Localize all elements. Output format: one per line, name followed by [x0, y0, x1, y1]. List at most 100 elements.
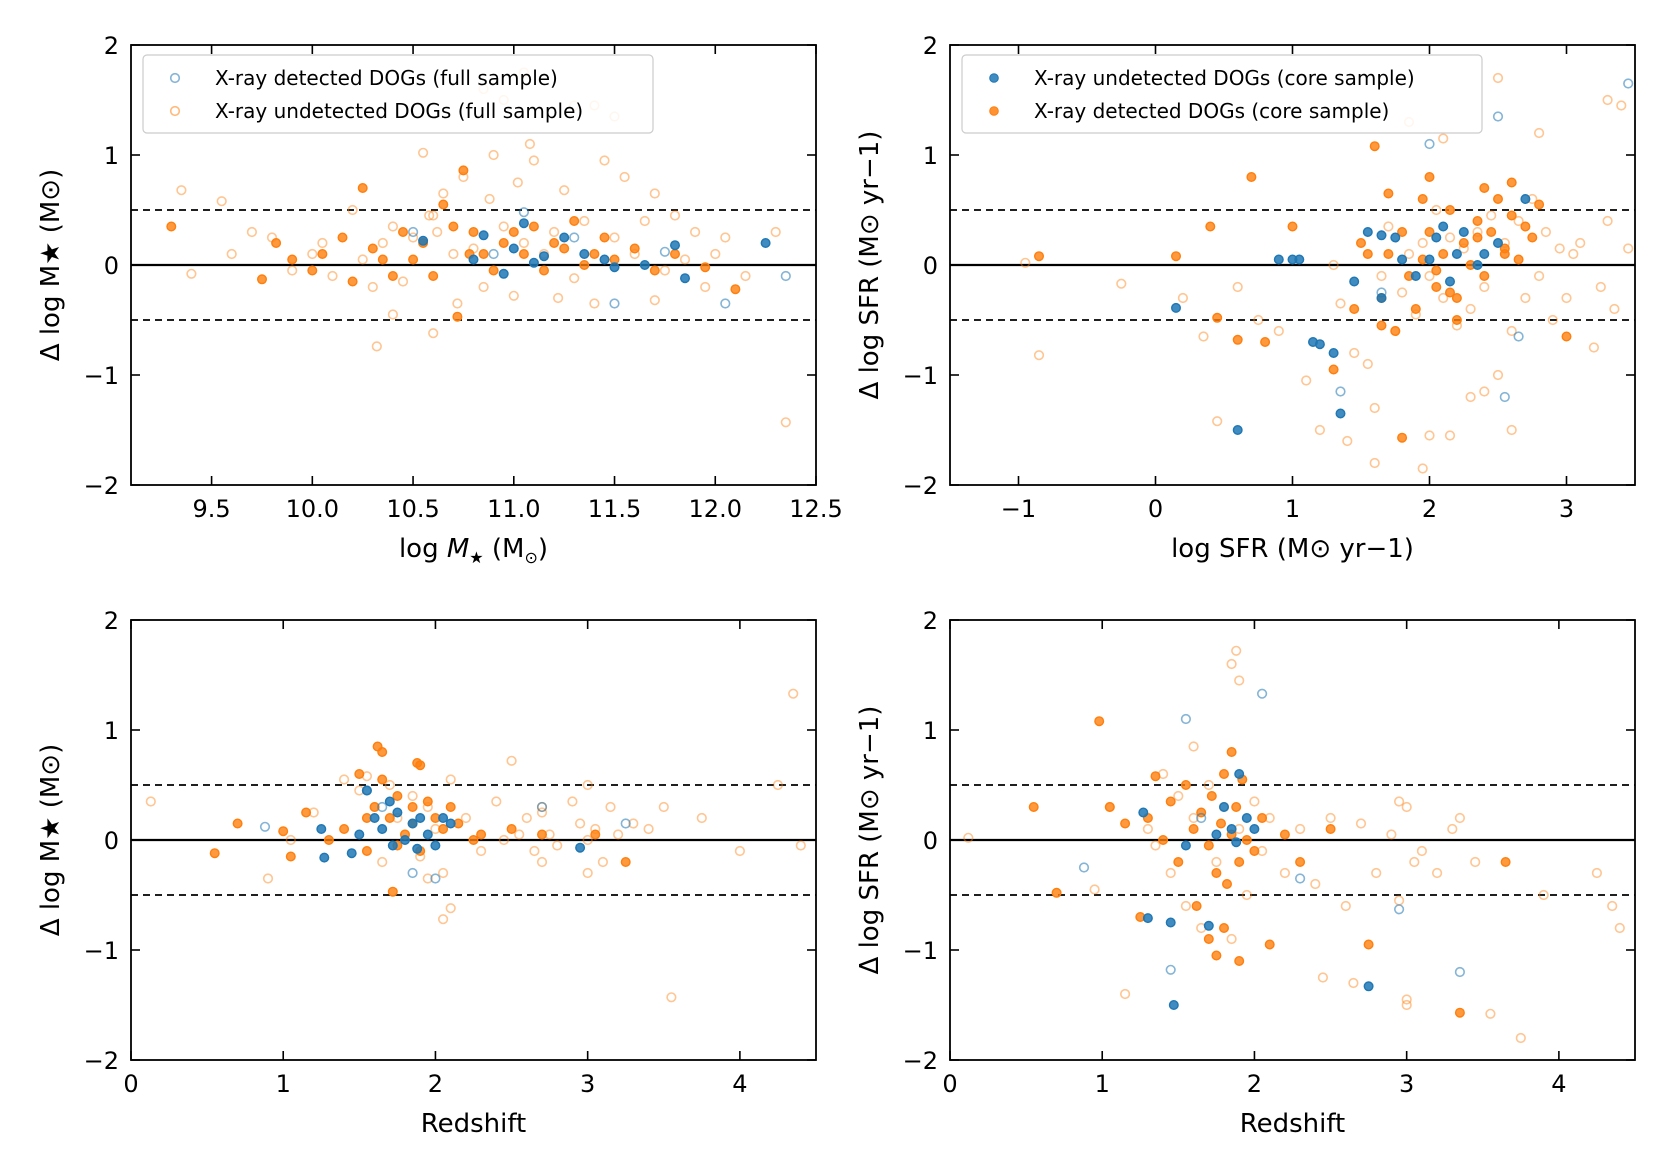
data-point-orange-open — [476, 845, 487, 857]
data-point-orange-filled — [1479, 271, 1490, 282]
data-point-blue-filled — [1438, 221, 1449, 232]
data-point-orange-filled — [1203, 840, 1214, 851]
data-point-blue-open — [720, 298, 731, 309]
data-point-orange-filled — [1355, 237, 1366, 248]
data-point-orange-open — [1317, 972, 1328, 983]
data-point-orange-open — [367, 281, 378, 293]
x-tick-label: 2 — [1422, 495, 1437, 523]
data-point-orange-open — [1349, 347, 1360, 359]
data-point-orange-filled — [506, 824, 517, 835]
data-point-orange-open — [658, 801, 669, 813]
data-point-blue-filled — [1376, 230, 1387, 241]
y-tick-label: −1 — [903, 937, 938, 965]
data-point-orange-open — [1383, 221, 1394, 232]
data-point-blue-filled — [1451, 248, 1462, 259]
data-point-orange-filled — [1444, 204, 1455, 215]
data-point-blue-filled — [1203, 920, 1214, 931]
data-point-orange-open — [438, 867, 449, 879]
data-point-orange-open — [1348, 977, 1359, 989]
data-point-blue-filled — [354, 829, 365, 840]
x-tick-label: 2 — [428, 1070, 443, 1098]
data-point-orange-open — [1116, 278, 1127, 289]
data-point-orange-filled — [590, 829, 601, 840]
data-point-orange-open — [1470, 856, 1481, 868]
data-point-orange-filled — [1444, 287, 1455, 298]
data-point-orange-filled — [1328, 364, 1339, 375]
data-point-orange-open — [1431, 204, 1442, 216]
data-point-orange-open — [788, 688, 799, 699]
y-axis-title: Δ log M★ (M⊙) — [36, 169, 66, 361]
x-tick-label: 10.5 — [386, 495, 439, 523]
data-point-orange-filled — [271, 237, 282, 248]
data-point-orange-filled — [1499, 248, 1510, 259]
data-point-orange-filled — [1188, 824, 1199, 835]
data-point-orange-filled — [599, 232, 610, 243]
data-point-orange-filled — [367, 243, 378, 254]
data-point-orange-filled — [1431, 265, 1442, 276]
data-point-orange-filled — [323, 835, 334, 846]
data-point-orange-open — [285, 834, 296, 846]
data-point-orange-filled — [1363, 939, 1374, 950]
legend-marker-orange — [989, 106, 999, 116]
data-point-orange-filled — [1104, 802, 1115, 813]
data-point-blue-open — [1499, 391, 1510, 403]
data-point-orange-open — [1173, 790, 1184, 802]
data-point-orange-open — [1401, 994, 1412, 1005]
data-point-orange-open — [1533, 127, 1545, 139]
data-point-orange-open — [1591, 867, 1602, 879]
data-point-orange-filled — [1472, 215, 1483, 226]
data-point-orange-filled — [1561, 331, 1572, 342]
data-point-orange-open — [528, 155, 540, 166]
data-point-orange-open — [216, 196, 227, 207]
data-point-orange-open — [1538, 889, 1549, 901]
data-point-orange-open — [1444, 232, 1456, 243]
data-point-blue-filled — [412, 843, 423, 854]
data-point-orange-open — [1479, 281, 1490, 293]
data-point-orange-open — [1198, 331, 1209, 342]
data-point-blue-filled — [498, 268, 509, 279]
data-point-orange-filled — [579, 260, 590, 271]
data-point-orange-open — [569, 273, 580, 284]
points-group — [1020, 72, 1634, 474]
data-point-blue-open — [518, 207, 530, 218]
data-point-orange-filled — [317, 248, 328, 259]
data-point-orange-filled — [285, 851, 296, 862]
panel-bottom-right: 0 1 2 3 4 −2 −1 0 1 2 Redshift Δ log SFR (M⊙ yr−1) — [855, 607, 1636, 1139]
y-tick-label: −2 — [84, 1047, 119, 1075]
data-point-blue-open — [1294, 873, 1306, 884]
legend-marker-blue — [989, 73, 999, 83]
data-point-orange-open — [770, 226, 781, 238]
data-point-orange-open — [432, 226, 443, 238]
data-point-orange-open — [145, 796, 156, 807]
x-tick-label: −1 — [1001, 495, 1036, 523]
data-point-orange-open — [589, 298, 600, 309]
y-tick-label: 1 — [104, 142, 119, 170]
data-point-orange-open — [1520, 292, 1531, 304]
data-point-orange-filled — [1165, 796, 1176, 807]
data-point-orange-open — [397, 276, 409, 287]
data-point-orange-filled — [1438, 248, 1449, 259]
data-point-orange-open — [491, 796, 502, 807]
data-point-orange-filled — [478, 248, 489, 259]
data-point-orange-filled — [1376, 320, 1387, 331]
data-point-orange-open — [1376, 270, 1387, 282]
data-point-blue-filled — [575, 842, 586, 853]
data-point-orange-filled — [508, 226, 519, 237]
data-point-blue-open — [780, 270, 791, 282]
data-point-orange-open — [1328, 259, 1339, 271]
data-point-blue-open — [377, 801, 388, 813]
data-point-orange-open — [226, 248, 237, 260]
data-point-orange-filled — [438, 199, 449, 210]
data-point-orange-open — [1424, 270, 1435, 282]
data-point-orange-filled — [1506, 177, 1517, 188]
data-point-orange-filled — [1424, 226, 1435, 237]
data-point-blue-filled — [609, 262, 620, 273]
data-point-blue-filled — [1231, 837, 1242, 848]
data-point-orange-filled — [392, 791, 403, 802]
data-point-orange-filled — [468, 226, 479, 237]
data-point-orange-filled — [1527, 232, 1538, 243]
data-point-blue-filled — [508, 243, 519, 254]
data-point-orange-filled — [1369, 141, 1380, 152]
data-point-orange-open — [1492, 72, 1504, 84]
y-tick-label: 2 — [923, 607, 938, 635]
